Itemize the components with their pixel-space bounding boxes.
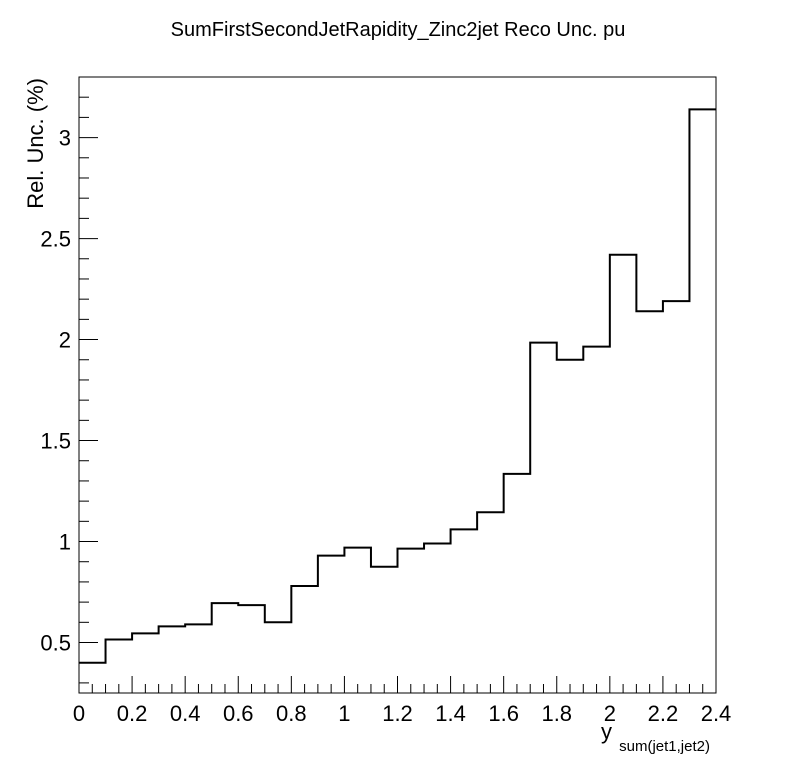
chart-title: SumFirstSecondJetRapidity_Zinc2jet Reco … <box>171 19 626 41</box>
x-axis-title: y sum(jet1,jet2) <box>601 719 710 755</box>
x-tick-label: 0.4 <box>170 701 201 726</box>
x-tick-label: 1.8 <box>541 701 572 726</box>
plot-frame <box>78 76 717 694</box>
x-tick-label: 0 <box>73 701 85 726</box>
x-tick-label: 1.2 <box>382 701 413 726</box>
x-axis-title-main: y <box>601 719 612 744</box>
y-axis-title: Rel. Unc. (%) <box>23 78 48 209</box>
y-tick-label: 2.5 <box>40 227 71 252</box>
x-tick-label: 0.2 <box>117 701 148 726</box>
y-axis-ticks <box>79 76 98 684</box>
y-tick-label: 3 <box>59 126 71 151</box>
x-tick-label: 2 <box>604 701 616 726</box>
y-tick-label: 1 <box>59 530 71 555</box>
x-tick-label: 2.2 <box>648 701 679 726</box>
y-tick-label: 2 <box>59 328 71 353</box>
x-tick-label: 0.6 <box>223 701 254 726</box>
y-tick-label: 1.5 <box>40 429 71 454</box>
x-tick-label: 1 <box>338 701 350 726</box>
x-axis-ticks <box>78 676 717 693</box>
x-tick-label: 1.6 <box>488 701 519 726</box>
y-tick-label: 0.5 <box>40 631 71 656</box>
x-axis-tick-labels: 0 0.2 0.4 0.6 0.8 1 1.2 1.4 1.6 1.8 2 2.2 2.4 <box>73 701 731 726</box>
x-tick-label: 0.8 <box>276 701 307 726</box>
x-tick-label: 2.4 <box>701 701 732 726</box>
y-axis-tick-labels: 0.5 1 1.5 2 2.5 3 <box>40 126 71 656</box>
histogram-series-line <box>79 108 716 664</box>
x-tick-label: 1.4 <box>435 701 466 726</box>
x-axis-title-subscript: sum(jet1,jet2) <box>619 738 710 755</box>
